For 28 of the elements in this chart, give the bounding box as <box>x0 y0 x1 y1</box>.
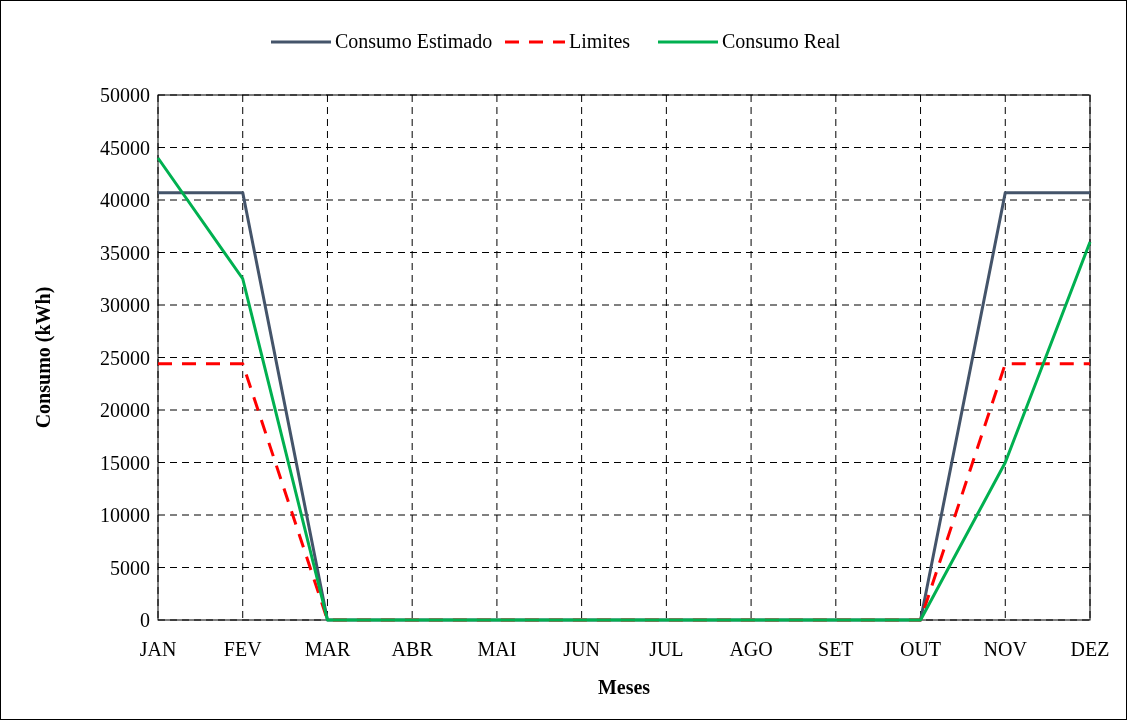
x-tick-label: JAN <box>139 638 177 660</box>
x-tick-label: MAR <box>304 638 351 660</box>
x-tick-label: MAI <box>477 638 517 660</box>
y-tick-label: 15000 <box>100 451 150 474</box>
y-axis-title: Consumo (kWh) <box>32 286 55 429</box>
y-tick-label: 5000 <box>110 556 150 579</box>
y-tick-label: 10000 <box>100 504 150 526</box>
x-axis-title: Meses <box>597 676 651 698</box>
y-tick-label: 30000 <box>100 294 150 316</box>
legend-label: Consumo Real <box>722 30 841 52</box>
y-tick-label: 20000 <box>100 399 150 421</box>
y-tick-label: 50000 <box>100 84 150 106</box>
y-tick-label: 45000 <box>100 136 150 159</box>
x-tick-label: NOV <box>983 638 1028 660</box>
x-tick-label: DEZ <box>1070 638 1110 660</box>
x-tick-label: FEV <box>223 638 263 660</box>
x-tick-label: SET <box>818 638 854 660</box>
y-tick-label: 0 <box>140 609 150 631</box>
x-tick-label: OUT <box>899 638 942 660</box>
x-tick-label: JUL <box>649 638 684 660</box>
x-tick-label: ABR <box>391 638 434 660</box>
y-tick-label: 40000 <box>100 189 150 211</box>
x-tick-label: AGO <box>729 638 773 660</box>
legend-label: Limites <box>569 30 631 52</box>
y-tick-label: 35000 <box>100 241 150 264</box>
legend-label: Consumo Estimado <box>335 30 493 52</box>
y-tick-label: 25000 <box>100 346 150 369</box>
x-tick-label: JUN <box>563 638 600 660</box>
